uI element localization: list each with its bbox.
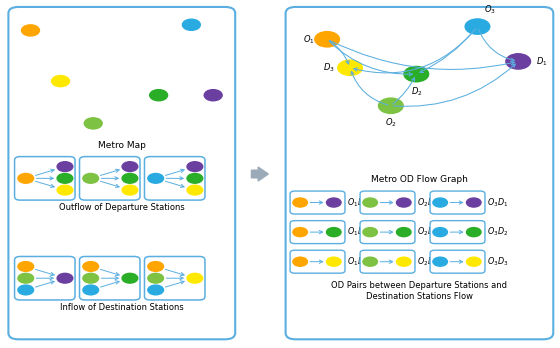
Text: $O_3$: $O_3$ xyxy=(484,3,496,16)
Circle shape xyxy=(379,98,403,113)
FancyBboxPatch shape xyxy=(80,256,140,300)
Circle shape xyxy=(57,162,73,172)
FancyBboxPatch shape xyxy=(15,256,75,300)
Circle shape xyxy=(148,285,164,295)
FancyBboxPatch shape xyxy=(360,191,415,214)
Circle shape xyxy=(52,76,69,87)
FancyBboxPatch shape xyxy=(430,191,485,214)
FancyBboxPatch shape xyxy=(15,157,75,200)
Circle shape xyxy=(83,274,99,283)
Circle shape xyxy=(57,274,73,283)
FancyBboxPatch shape xyxy=(80,157,140,200)
Circle shape xyxy=(506,54,530,69)
Circle shape xyxy=(293,228,307,237)
Text: $O_3D_1$: $O_3D_1$ xyxy=(487,196,508,209)
Circle shape xyxy=(326,198,341,207)
Text: $O_1$: $O_1$ xyxy=(304,33,315,46)
Text: Metro OD Flow Graph: Metro OD Flow Graph xyxy=(371,175,468,184)
Text: $O_2D_1$: $O_2D_1$ xyxy=(417,196,438,209)
Circle shape xyxy=(21,25,39,36)
Circle shape xyxy=(465,19,490,34)
Circle shape xyxy=(18,285,34,295)
FancyBboxPatch shape xyxy=(8,7,235,339)
Circle shape xyxy=(150,90,167,101)
FancyBboxPatch shape xyxy=(290,250,345,273)
Text: $O_1D_2$: $O_1D_2$ xyxy=(347,226,368,238)
Circle shape xyxy=(404,66,428,82)
Circle shape xyxy=(204,90,222,101)
Circle shape xyxy=(187,174,203,183)
Text: $O_2D_3$: $O_2D_3$ xyxy=(417,255,438,268)
Circle shape xyxy=(148,262,164,271)
Circle shape xyxy=(18,274,34,283)
Circle shape xyxy=(83,174,99,183)
Circle shape xyxy=(18,174,34,183)
Circle shape xyxy=(433,198,447,207)
Circle shape xyxy=(148,174,164,183)
Circle shape xyxy=(466,257,481,266)
Circle shape xyxy=(122,174,138,183)
Text: Metro Map: Metro Map xyxy=(97,141,146,150)
FancyBboxPatch shape xyxy=(144,157,205,200)
Circle shape xyxy=(57,174,73,183)
Circle shape xyxy=(396,198,411,207)
Circle shape xyxy=(326,228,341,237)
FancyBboxPatch shape xyxy=(144,256,205,300)
Circle shape xyxy=(466,198,481,207)
Circle shape xyxy=(326,257,341,266)
Text: $O_1D_3$: $O_1D_3$ xyxy=(347,255,368,268)
Circle shape xyxy=(83,262,99,271)
Circle shape xyxy=(396,257,411,266)
Circle shape xyxy=(57,185,73,195)
FancyBboxPatch shape xyxy=(360,221,415,244)
Text: $O_1D_1$: $O_1D_1$ xyxy=(347,196,368,209)
Circle shape xyxy=(187,274,203,283)
Text: OD Pairs between Departure Stations and
Destination Stations Flow: OD Pairs between Departure Stations and … xyxy=(332,281,507,301)
Circle shape xyxy=(18,262,34,271)
Circle shape xyxy=(433,257,447,266)
Circle shape xyxy=(148,274,164,283)
FancyBboxPatch shape xyxy=(360,250,415,273)
FancyBboxPatch shape xyxy=(286,7,553,339)
Circle shape xyxy=(83,285,99,295)
Text: $O_2D_2$: $O_2D_2$ xyxy=(417,226,438,238)
Circle shape xyxy=(122,162,138,172)
Circle shape xyxy=(466,228,481,237)
Circle shape xyxy=(122,274,138,283)
FancyBboxPatch shape xyxy=(430,250,485,273)
Circle shape xyxy=(187,185,203,195)
Circle shape xyxy=(122,185,138,195)
Text: $O_2$: $O_2$ xyxy=(385,117,396,129)
Text: $D_2$: $D_2$ xyxy=(410,85,422,98)
FancyBboxPatch shape xyxy=(290,191,345,214)
FancyArrow shape xyxy=(251,167,268,181)
Text: Inflow of Destination Stations: Inflow of Destination Stations xyxy=(60,303,183,312)
Text: Outflow of Departure Stations: Outflow of Departure Stations xyxy=(59,203,184,212)
Text: $D_1$: $D_1$ xyxy=(536,55,548,68)
Text: $O_3D_3$: $O_3D_3$ xyxy=(487,255,508,268)
Circle shape xyxy=(293,198,307,207)
Circle shape xyxy=(396,228,411,237)
FancyBboxPatch shape xyxy=(430,221,485,244)
Circle shape xyxy=(338,60,362,76)
Circle shape xyxy=(363,198,377,207)
Text: $O_3D_2$: $O_3D_2$ xyxy=(487,226,508,238)
Circle shape xyxy=(84,118,102,129)
Circle shape xyxy=(363,228,377,237)
Circle shape xyxy=(187,162,203,172)
Circle shape xyxy=(315,32,339,47)
Text: $D_3$: $D_3$ xyxy=(323,62,335,74)
Circle shape xyxy=(293,257,307,266)
Circle shape xyxy=(363,257,377,266)
Circle shape xyxy=(433,228,447,237)
FancyBboxPatch shape xyxy=(290,221,345,244)
Circle shape xyxy=(183,19,200,30)
